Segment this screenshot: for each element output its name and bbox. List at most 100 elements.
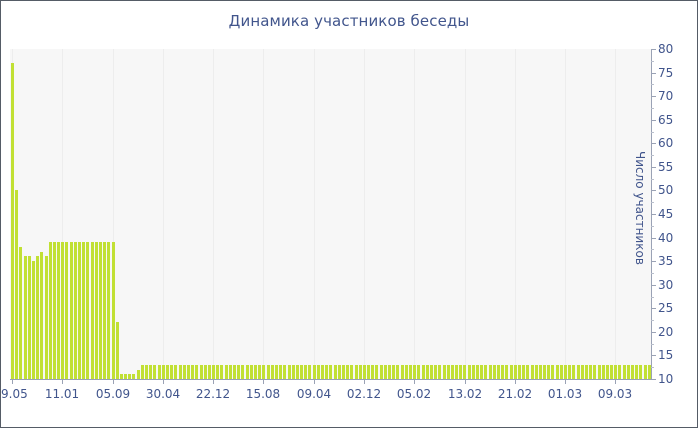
bar[interactable] xyxy=(262,364,266,379)
bar[interactable] xyxy=(145,364,149,379)
bar[interactable] xyxy=(266,364,270,379)
bar[interactable] xyxy=(36,256,40,379)
bar[interactable] xyxy=(82,242,86,379)
bar[interactable] xyxy=(362,364,366,379)
bar[interactable] xyxy=(186,364,190,379)
bar[interactable] xyxy=(354,364,358,379)
bar[interactable] xyxy=(584,364,588,379)
bar[interactable] xyxy=(27,256,31,379)
bar[interactable] xyxy=(643,364,647,379)
bar[interactable] xyxy=(31,261,35,379)
bar[interactable] xyxy=(233,364,237,379)
bar[interactable] xyxy=(333,364,337,379)
bar[interactable] xyxy=(601,364,605,379)
bar[interactable] xyxy=(182,364,186,379)
bar[interactable] xyxy=(19,247,23,379)
bar[interactable] xyxy=(547,364,551,379)
bar[interactable] xyxy=(329,364,333,379)
bar[interactable] xyxy=(618,364,622,379)
bar[interactable] xyxy=(455,364,459,379)
bar[interactable] xyxy=(98,242,102,379)
bar[interactable] xyxy=(295,364,299,379)
bar[interactable] xyxy=(136,369,140,379)
bar[interactable] xyxy=(480,364,484,379)
bar[interactable] xyxy=(308,364,312,379)
bar[interactable] xyxy=(61,242,65,379)
bar[interactable] xyxy=(631,364,635,379)
bar[interactable] xyxy=(413,364,417,379)
bar[interactable] xyxy=(559,364,563,379)
bar[interactable] xyxy=(496,364,500,379)
bar[interactable] xyxy=(580,364,584,379)
bar[interactable] xyxy=(517,364,521,379)
bar[interactable] xyxy=(555,364,559,379)
bar[interactable] xyxy=(103,242,107,379)
bar[interactable] xyxy=(350,364,354,379)
bar[interactable] xyxy=(534,364,538,379)
bar[interactable] xyxy=(471,364,475,379)
bar[interactable] xyxy=(450,364,454,379)
bar[interactable] xyxy=(341,364,345,379)
bar[interactable] xyxy=(379,364,383,379)
bar[interactable] xyxy=(325,364,329,379)
bar[interactable] xyxy=(417,364,421,379)
bar[interactable] xyxy=(321,364,325,379)
bar[interactable] xyxy=(199,364,203,379)
bar[interactable] xyxy=(409,364,412,379)
bar[interactable] xyxy=(174,364,178,379)
bar[interactable] xyxy=(614,364,618,379)
bar[interactable] xyxy=(421,364,425,379)
bar[interactable] xyxy=(119,374,123,379)
bar[interactable] xyxy=(249,364,253,379)
bar[interactable] xyxy=(170,364,174,379)
bar[interactable] xyxy=(44,256,48,379)
bar[interactable] xyxy=(69,242,73,379)
bar[interactable] xyxy=(94,242,98,379)
bar[interactable] xyxy=(622,364,626,379)
bar[interactable] xyxy=(513,364,517,379)
bar[interactable] xyxy=(166,364,169,379)
bar[interactable] xyxy=(291,364,295,379)
bar[interactable] xyxy=(572,364,576,379)
bar[interactable] xyxy=(304,364,308,379)
bar[interactable] xyxy=(11,63,14,379)
bar[interactable] xyxy=(216,364,220,379)
bar[interactable] xyxy=(505,364,509,379)
bar[interactable] xyxy=(358,364,362,379)
bar[interactable] xyxy=(253,364,257,379)
bar[interactable] xyxy=(425,364,429,379)
bar[interactable] xyxy=(274,364,278,379)
bar[interactable] xyxy=(178,364,182,379)
bar[interactable] xyxy=(312,364,316,379)
bar[interactable] xyxy=(57,242,61,379)
bar[interactable] xyxy=(241,364,245,379)
bar[interactable] xyxy=(48,242,52,379)
bar[interactable] xyxy=(635,364,639,379)
bar[interactable] xyxy=(476,364,480,379)
bar[interactable] xyxy=(245,364,249,379)
bar[interactable] xyxy=(224,364,228,379)
bar[interactable] xyxy=(396,364,400,379)
bar[interactable] xyxy=(564,364,568,379)
bar[interactable] xyxy=(40,251,44,379)
bar[interactable] xyxy=(153,364,157,379)
bar[interactable] xyxy=(375,364,379,379)
bar[interactable] xyxy=(551,364,555,379)
bar[interactable] xyxy=(404,364,408,379)
bar[interactable] xyxy=(367,364,371,379)
bar[interactable] xyxy=(501,364,505,379)
bar[interactable] xyxy=(446,364,450,379)
bar[interactable] xyxy=(605,364,609,379)
bar[interactable] xyxy=(434,364,438,379)
bar[interactable] xyxy=(86,242,90,379)
bar[interactable] xyxy=(124,374,128,379)
bar[interactable] xyxy=(639,364,643,379)
bar[interactable] xyxy=(459,364,463,379)
bar[interactable] xyxy=(128,374,132,379)
bar[interactable] xyxy=(610,364,614,379)
bar[interactable] xyxy=(509,364,513,379)
bar[interactable] xyxy=(228,364,232,379)
bar[interactable] xyxy=(207,364,211,379)
bar[interactable] xyxy=(203,364,207,379)
bar[interactable] xyxy=(429,364,433,379)
